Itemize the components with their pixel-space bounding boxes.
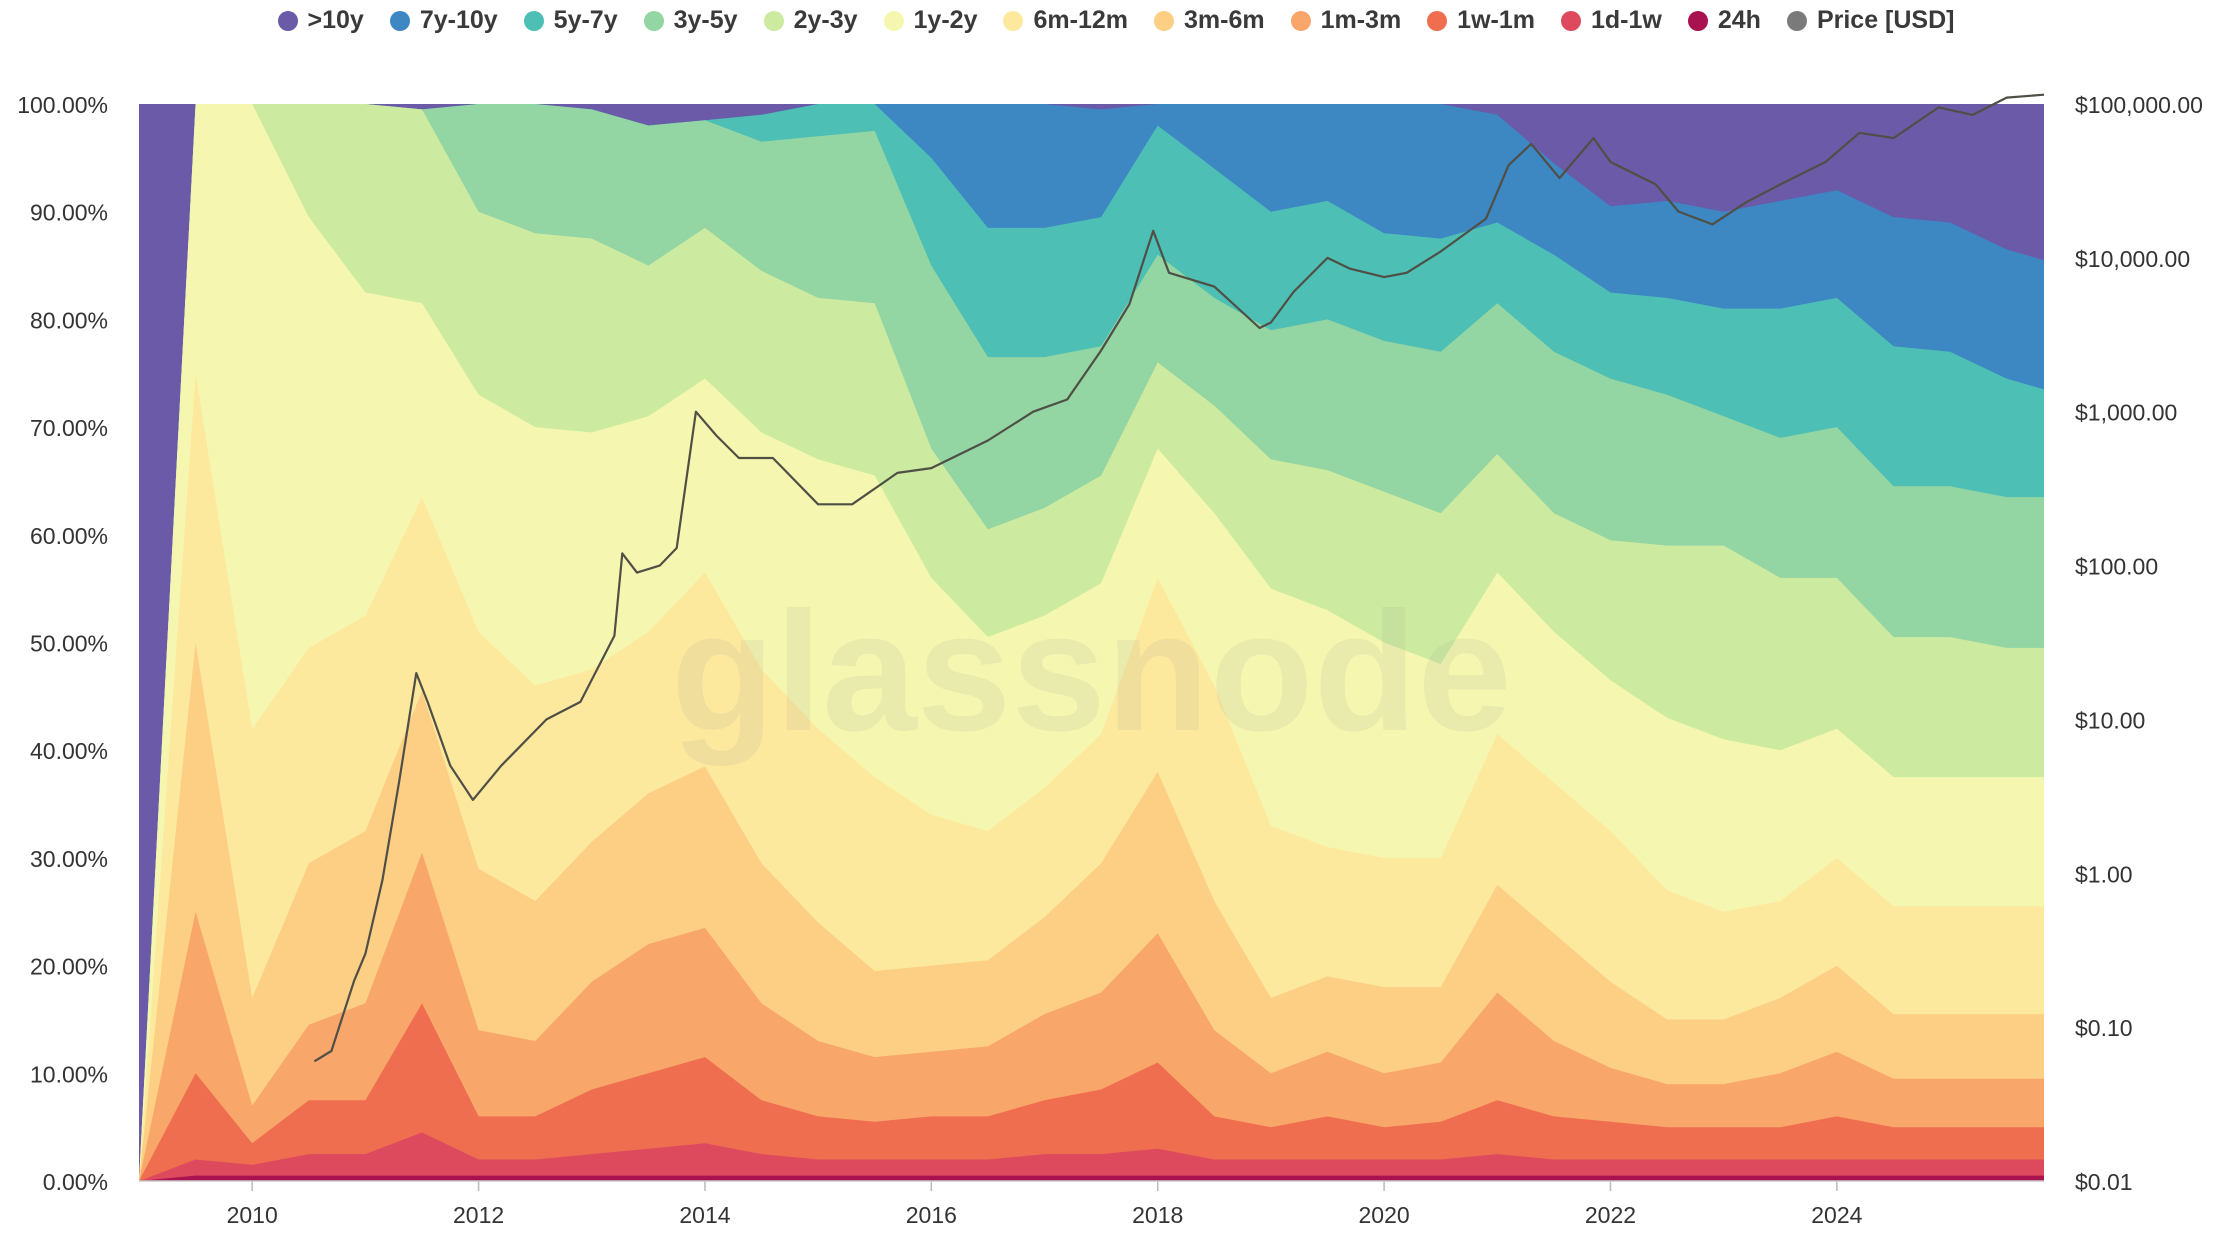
legend-swatch (277, 10, 298, 31)
y-right-tick-label: $10,000.00 (2075, 246, 2190, 272)
legend-swatch (883, 10, 904, 31)
legend-label: 1y-2y (913, 6, 978, 34)
legend-item-3m-6m[interactable]: 3m-6m (1153, 6, 1265, 35)
x-tick-label: 2014 (679, 1202, 730, 1228)
legend-item-5y-7y[interactable]: 5y-7y (523, 6, 618, 35)
legend-item-3y-5y[interactable]: 3y-5y (643, 6, 738, 35)
legend-swatch (763, 10, 784, 31)
legend-label: 1d-1w (1590, 6, 1662, 34)
price-line (313, 93, 2045, 1063)
legend-label: 7y-10y (419, 6, 498, 34)
y-left-tick-label: 30.00% (30, 846, 108, 872)
legend-item-price-usd[interactable]: Price [USD] (1786, 6, 1955, 35)
legend-swatch (389, 10, 410, 31)
legend-label: Price [USD] (1816, 6, 1955, 34)
legend-item-1w-1m[interactable]: 1w-1m (1427, 6, 1535, 35)
legend-label: 3m-6m (1183, 6, 1265, 34)
y-right-tick-label: $100,000.00 (2075, 92, 2203, 118)
watermark: glassnode (671, 577, 1512, 767)
legend-label: 2y-3y (793, 6, 858, 34)
legend-swatch (1560, 10, 1581, 31)
legend-swatch (1003, 10, 1024, 31)
y-left-tick-label: 0.00% (43, 1169, 108, 1195)
x-tick-label: 2010 (227, 1202, 278, 1228)
legend-label: >10y (307, 6, 364, 34)
legend-label: 6m-12m (1033, 6, 1128, 34)
legend-item-1y-2y[interactable]: 1y-2y (883, 6, 978, 35)
legend-item-1m-3m[interactable]: 1m-3m (1290, 6, 1402, 35)
area-1d-1w (139, 1132, 2044, 1181)
y-right-tick-label: $100.00 (2075, 554, 2158, 580)
legend-swatch (1153, 10, 1174, 31)
x-tick-label: 2022 (1585, 1202, 1636, 1228)
y-left-tick-label: 40.00% (30, 738, 108, 764)
area-24h (139, 1175, 2044, 1181)
y-left-tick-label: 50.00% (30, 631, 108, 657)
legend-item-6m-12m[interactable]: 6m-12m (1003, 6, 1128, 35)
y-left-tick-label: 70.00% (30, 415, 108, 441)
y-right-tick-label: $0.10 (2075, 1015, 2133, 1041)
y-right-tick-label: $0.01 (2075, 1169, 2133, 1195)
y-right-tick-label: $1,000.00 (2075, 400, 2177, 426)
y-left-tick-label: 10.00% (30, 1061, 108, 1087)
y-right-tick-label: $1.00 (2075, 861, 2133, 887)
x-tick-label: 2018 (1132, 1202, 1183, 1228)
legend-swatch (1687, 10, 1708, 31)
legend-swatch (643, 10, 664, 31)
legend-label: 1m-3m (1320, 6, 1402, 34)
y-left-tick-label: 60.00% (30, 523, 108, 549)
legend-swatch (523, 10, 544, 31)
legend-item-7y-10y[interactable]: 7y-10y (389, 6, 498, 35)
x-tick-label: 2012 (453, 1202, 504, 1228)
legend-item-24h[interactable]: 24h (1687, 6, 1761, 35)
y-left-tick-label: 90.00% (30, 200, 108, 226)
x-tick-label: 2020 (1359, 1202, 1410, 1228)
legend-swatch (1786, 10, 1807, 31)
legend-swatch (1427, 10, 1448, 31)
legend-item-1d-1w[interactable]: 1d-1w (1560, 6, 1662, 35)
y-left-tick-label: 100.00% (17, 92, 108, 118)
legend-item-2y-3y[interactable]: 2y-3y (763, 6, 858, 35)
legend-label: 24h (1717, 6, 1761, 34)
x-tick-label: 2024 (1811, 1202, 1862, 1228)
legend-label: 3y-5y (673, 6, 738, 34)
area-1w-1m (139, 1003, 2044, 1181)
legend-label: 5y-7y (553, 6, 618, 34)
y-right-tick-label: $10.00 (2075, 707, 2145, 733)
x-tick-label: 2016 (906, 1202, 957, 1228)
legend: >10y 7y-10y 5y-7y 3y-5y 2y-3y 1y-2y 6m-12m 3m-6… (0, 6, 2232, 35)
legend-swatch (1290, 10, 1311, 31)
y-left-tick-label: 80.00% (30, 307, 108, 333)
y-left-tick-label: 20.00% (30, 954, 108, 980)
legend-label: 1w-1m (1457, 6, 1535, 34)
legend-item-10y[interactable]: >10y (277, 6, 364, 35)
